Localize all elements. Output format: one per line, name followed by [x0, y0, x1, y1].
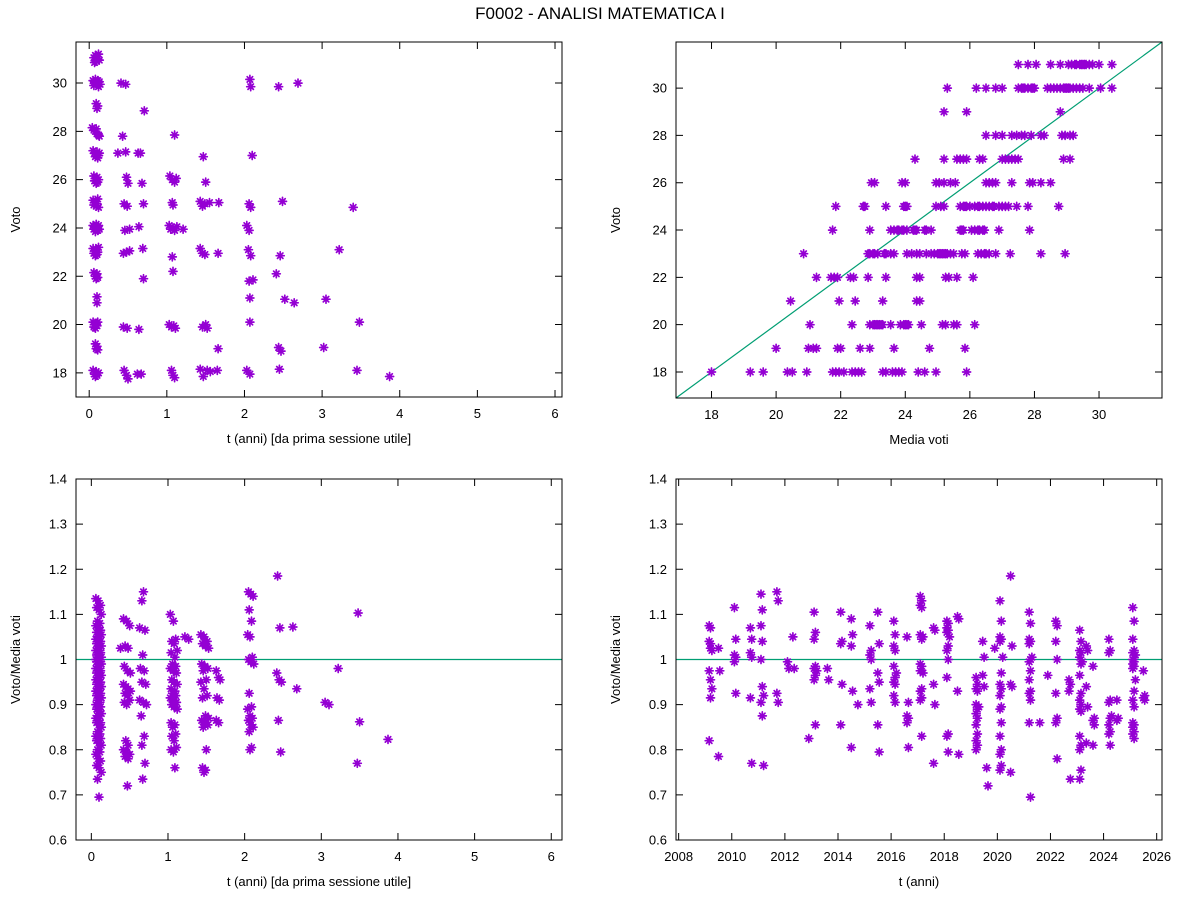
- x-tick-label: 0: [86, 406, 93, 421]
- y-tick-label: 1.3: [49, 517, 67, 532]
- x-tick-label: 2012: [770, 849, 799, 864]
- x-tick-label: 3: [318, 406, 325, 421]
- x-tick-label: 3: [318, 849, 325, 864]
- plot-ratio-vs-t: 0 1 2 3 4 5 6 0.6 0.7 0.8 0.9 1 1.1 1.2 1.3 1.4 t (anni)…: [0, 465, 600, 900]
- y-tick-label: 1: [60, 652, 67, 667]
- y-tick-label: 22: [53, 269, 67, 284]
- x-tick-label: 2010: [717, 849, 746, 864]
- x-tick-label: 22: [833, 407, 847, 422]
- x-tick-label: 2018: [930, 849, 959, 864]
- plot-frame: [75, 478, 563, 841]
- y-tick-label: 0.6: [649, 833, 667, 848]
- x-tick-label: 28: [1027, 407, 1041, 422]
- x-tick-label: 2022: [1036, 849, 1065, 864]
- y-tick-label: 0.9: [49, 697, 67, 712]
- x-tick-label: 24: [898, 407, 912, 422]
- x-tick-label: 6: [551, 406, 558, 421]
- y-tick-label: 30: [653, 81, 667, 96]
- x-axis-label: t (anni): [899, 874, 939, 889]
- scatter-points: [706, 59, 1117, 377]
- x-axis-label: Media voti: [889, 432, 948, 447]
- scatter-points: [704, 571, 1150, 802]
- plot-frame: [675, 41, 1163, 399]
- x-tick-label: 0: [88, 849, 95, 864]
- chart-title: F0002 - ANALISI MATEMATICA I: [475, 4, 725, 23]
- y-tick-label: 24: [53, 220, 67, 235]
- y-tick-label: 26: [653, 175, 667, 190]
- y-tick-label: 1.3: [649, 517, 667, 532]
- x-tick-label: 2: [241, 406, 248, 421]
- tick-marks: [76, 42, 562, 397]
- x-axis-label: t (anni) [da prima sessione utile]: [227, 431, 411, 446]
- plot-voto-vs-media: 18 20 22 24 26 28 30 18 20 22 24 26 28 30 Media voti Vo…: [600, 30, 1200, 465]
- x-tick-label: 4: [396, 406, 403, 421]
- y-axis-label: Voto: [608, 207, 623, 233]
- plot-svg-ratio-vs-year: 2008 2010 2012 2014 2016 2018 2020 2022 2024 2026…: [608, 472, 1171, 890]
- x-tick-label: 5: [474, 406, 481, 421]
- y-tick-label: 18: [653, 364, 667, 379]
- x-tick-label: 6: [548, 849, 555, 864]
- y-tick-label: 0.7: [49, 787, 67, 802]
- y-tick-label: 1.1: [649, 607, 667, 622]
- y-tick-label: 20: [53, 317, 67, 332]
- scatter-points: [91, 571, 393, 802]
- x-tick-label: 2: [241, 849, 248, 864]
- x-tick-label: 5: [471, 849, 478, 864]
- y-tick-label: 22: [653, 270, 667, 285]
- y-tick-label: 28: [653, 128, 667, 143]
- plot-frame: [75, 41, 563, 398]
- y-tick-label: 0.6: [49, 833, 67, 848]
- reference-line: [675, 41, 1163, 399]
- y-tick-label: 1.2: [49, 562, 67, 577]
- plot-ratio-vs-year: 2008 2010 2012 2014 2016 2018 2020 2022 2024 2026…: [600, 465, 1200, 900]
- y-axis-label: Voto/Media voti: [608, 615, 623, 704]
- x-tick-label: 26: [963, 407, 977, 422]
- x-tick-label: 2024: [1089, 849, 1118, 864]
- x-tick-label: 2020: [983, 849, 1012, 864]
- y-tick-label: 0.9: [649, 697, 667, 712]
- scatter-points: [87, 49, 395, 384]
- y-axis-label: Voto: [8, 206, 23, 232]
- x-tick-label: 2026: [1142, 849, 1171, 864]
- x-tick-label: 2008: [664, 849, 693, 864]
- y-tick-label: 1.4: [649, 472, 667, 487]
- x-tick-label: 30: [1092, 407, 1106, 422]
- y-tick-label: 1.4: [49, 472, 67, 487]
- x-tick-label: 2016: [877, 849, 906, 864]
- y-tick-label: 30: [53, 76, 67, 91]
- y-tick-label: 1.1: [49, 607, 67, 622]
- x-tick-label: 1: [164, 849, 171, 864]
- plot-frame: [675, 478, 1163, 841]
- y-tick-label: 1: [660, 652, 667, 667]
- y-tick-label: 20: [653, 317, 667, 332]
- y-tick-label: 1.2: [649, 562, 667, 577]
- x-tick-label: 4: [394, 849, 401, 864]
- plot-svg-voto-vs-t: 0 1 2 3 4 5 6 18 20 22 24 26 28 30 t (anni) [da prima …: [8, 41, 563, 446]
- plot-svg-ratio-vs-t: 0 1 2 3 4 5 6 0.6 0.7 0.8 0.9 1 1.1 1.2 1.3 1.4 t (anni)…: [8, 472, 563, 889]
- y-tick-label: 26: [53, 172, 67, 187]
- y-axis-label: Voto/Media voti: [8, 615, 23, 704]
- y-tick-label: 18: [53, 365, 67, 380]
- x-tick-label: 20: [769, 407, 783, 422]
- tick-marks: [676, 42, 1162, 398]
- y-tick-label: 28: [53, 124, 67, 139]
- y-tick-label: 0.8: [49, 742, 67, 757]
- x-tick-label: 18: [704, 407, 718, 422]
- x-axis-label: t (anni) [da prima sessione utile]: [227, 874, 411, 889]
- x-tick-label: 1: [163, 406, 170, 421]
- plot-svg-voto-vs-media: 18 20 22 24 26 28 30 18 20 22 24 26 28 30 Media voti Vo…: [608, 41, 1163, 447]
- x-tick-label: 2014: [824, 849, 853, 864]
- y-tick-label: 0.8: [649, 742, 667, 757]
- y-tick-label: 0.7: [649, 787, 667, 802]
- y-tick-label: 24: [653, 223, 667, 238]
- plot-voto-vs-t: 0 1 2 3 4 5 6 18 20 22 24 26 28 30 t (anni) [da prima …: [0, 30, 600, 465]
